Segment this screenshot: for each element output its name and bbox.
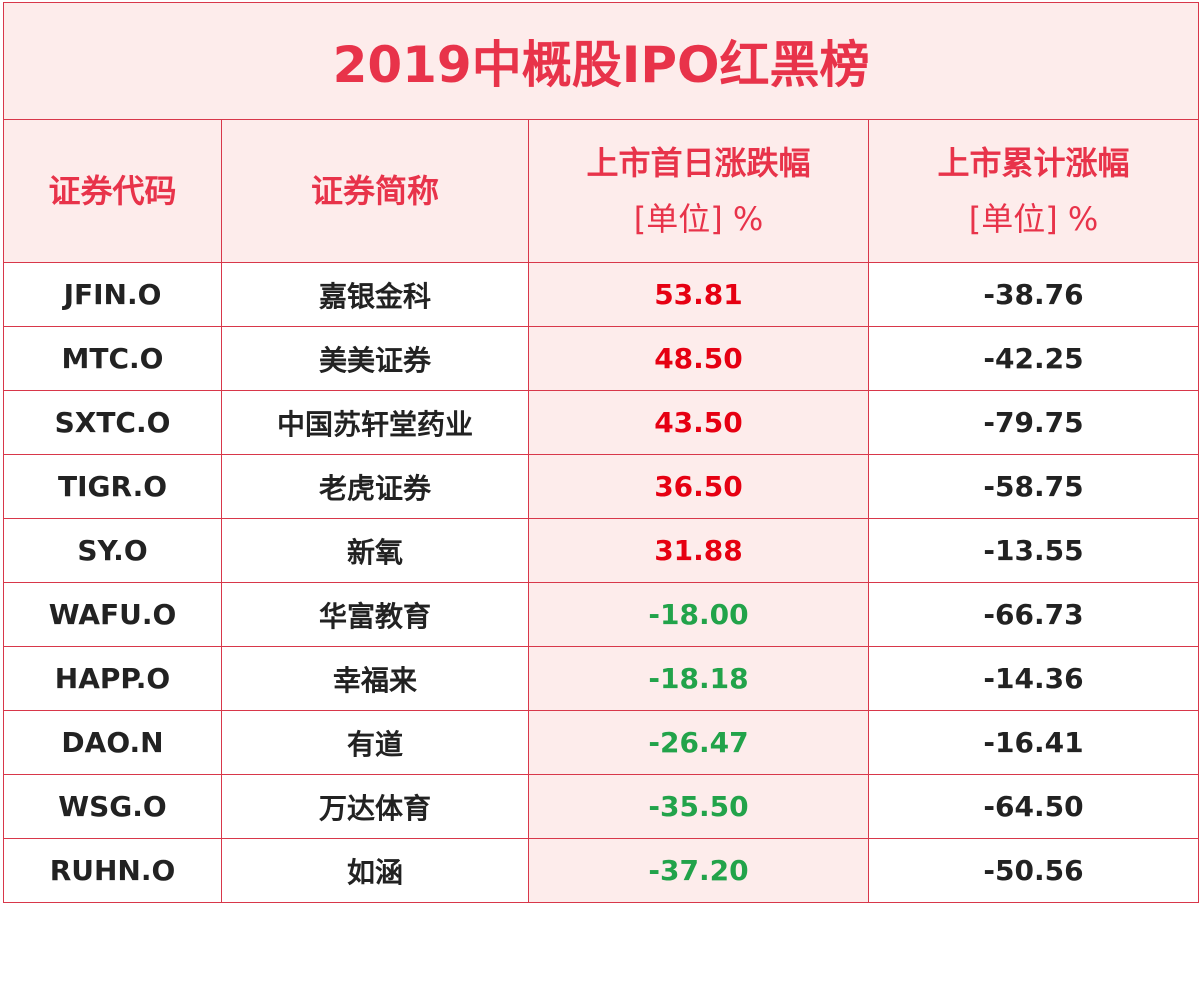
table-row: JFIN.O 嘉银金科 53.81 -38.76 bbox=[3, 262, 1200, 327]
header-cumulative-label: 上市累计涨幅 bbox=[937, 144, 1130, 182]
row-cumulative-change: -64.50 bbox=[867, 774, 1200, 839]
row-name: 如涵 bbox=[221, 838, 529, 903]
row-cumulative-change: -66.73 bbox=[867, 582, 1200, 647]
row-code: SY.O bbox=[3, 518, 222, 583]
table-row: DAO.N 有道 -26.47 -16.41 bbox=[3, 710, 1200, 775]
row-name: 嘉银金科 bbox=[221, 262, 529, 327]
table-row: TIGR.O 老虎证券 36.50 -58.75 bbox=[3, 454, 1200, 519]
row-first-day-change: -18.00 bbox=[528, 582, 869, 647]
row-code: HAPP.O bbox=[3, 646, 222, 711]
row-first-day-change: 53.81 bbox=[528, 262, 869, 327]
row-cumulative-change: -16.41 bbox=[867, 710, 1200, 775]
header-first-day: 上市首日涨跌幅 [单位] % bbox=[528, 119, 869, 263]
table-row: RUHN.O 如涵 -37.20 -50.56 bbox=[3, 838, 1200, 903]
row-code: MTC.O bbox=[3, 326, 222, 391]
row-name: 美美证券 bbox=[221, 326, 529, 391]
header-cumulative: 上市累计涨幅 [单位] % bbox=[867, 119, 1200, 263]
row-first-day-change: 31.88 bbox=[528, 518, 869, 583]
row-first-day-change: 36.50 bbox=[528, 454, 869, 519]
row-name: 老虎证券 bbox=[221, 454, 529, 519]
row-first-day-change: -37.20 bbox=[528, 838, 869, 903]
row-cumulative-change: -42.25 bbox=[867, 326, 1200, 391]
row-cumulative-change: -13.55 bbox=[867, 518, 1200, 583]
row-name: 幸福来 bbox=[221, 646, 529, 711]
row-name: 中国苏轩堂药业 bbox=[221, 390, 529, 455]
row-code: WAFU.O bbox=[3, 582, 222, 647]
row-code: RUHN.O bbox=[3, 838, 222, 903]
table-row: HAPP.O 幸福来 -18.18 -14.36 bbox=[3, 646, 1200, 711]
row-first-day-change: 48.50 bbox=[528, 326, 869, 391]
row-code: WSG.O bbox=[3, 774, 222, 839]
row-first-day-change: -26.47 bbox=[528, 710, 869, 775]
table-row: WAFU.O 华富教育 -18.00 -66.73 bbox=[3, 582, 1200, 647]
header-name: 证券简称 bbox=[221, 119, 529, 263]
row-code: SXTC.O bbox=[3, 390, 222, 455]
row-code: DAO.N bbox=[3, 710, 222, 775]
row-name: 有道 bbox=[221, 710, 529, 775]
table-row: SXTC.O 中国苏轩堂药业 43.50 -79.75 bbox=[3, 390, 1200, 455]
header-cumulative-unit: [单位] % bbox=[968, 200, 1099, 238]
row-first-day-change: 43.50 bbox=[528, 390, 869, 455]
row-name: 华富教育 bbox=[221, 582, 529, 647]
ipo-ranking-table: 2019中概股IPO红黑榜 证券代码 证券简称 上市首日涨跌幅 [单位] % 上… bbox=[2, 2, 1200, 903]
row-first-day-change: -18.18 bbox=[528, 646, 869, 711]
header-code: 证券代码 bbox=[3, 119, 222, 263]
header-first-day-unit: [单位] % bbox=[633, 200, 764, 238]
row-cumulative-change: -38.76 bbox=[867, 262, 1200, 327]
row-name: 万达体育 bbox=[221, 774, 529, 839]
row-cumulative-change: -50.56 bbox=[867, 838, 1200, 903]
row-first-day-change: -35.50 bbox=[528, 774, 869, 839]
table-row: MTC.O 美美证券 48.50 -42.25 bbox=[3, 326, 1200, 391]
row-cumulative-change: -14.36 bbox=[867, 646, 1200, 711]
header-first-day-label: 上市首日涨跌幅 bbox=[586, 144, 811, 182]
table-row: WSG.O 万达体育 -35.50 -64.50 bbox=[3, 774, 1200, 839]
table-row: SY.O 新氧 31.88 -13.55 bbox=[3, 518, 1200, 583]
row-name: 新氧 bbox=[221, 518, 529, 583]
row-cumulative-change: -58.75 bbox=[867, 454, 1200, 519]
row-code: TIGR.O bbox=[3, 454, 222, 519]
row-code: JFIN.O bbox=[3, 262, 222, 327]
row-cumulative-change: -79.75 bbox=[867, 390, 1200, 455]
table-title: 2019中概股IPO红黑榜 bbox=[2, 2, 1200, 120]
